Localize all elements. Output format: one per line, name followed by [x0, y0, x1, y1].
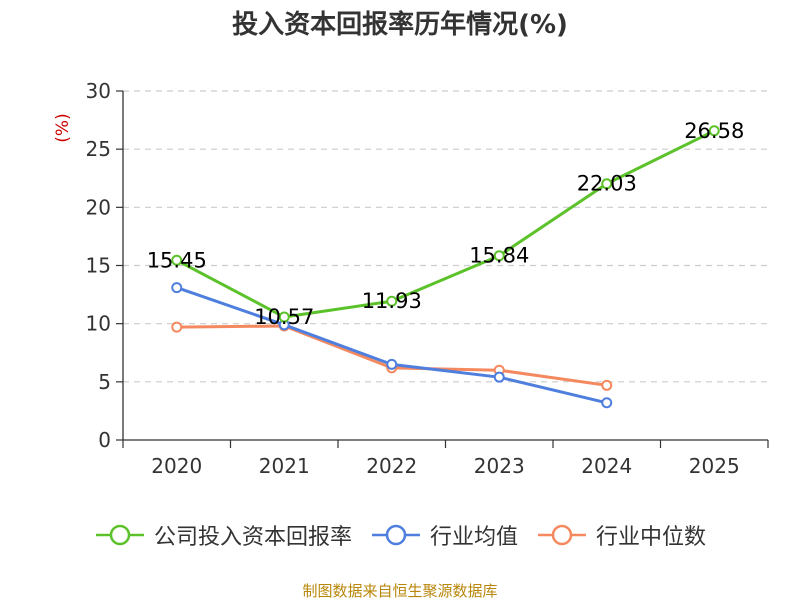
data-point	[386, 295, 398, 307]
x-tick-label: 2025	[689, 454, 740, 478]
y-tick-label: 10	[86, 312, 111, 336]
data-label: 26.58	[684, 119, 744, 143]
legend-marker-icon	[538, 524, 586, 546]
series-line	[176, 129, 715, 319]
legend-label: 行业均值	[429, 525, 518, 550]
legend-label: 行业中位数	[596, 525, 707, 550]
data-point	[601, 379, 613, 391]
x-tick-label: 2024	[581, 454, 632, 478]
series-line	[176, 324, 607, 387]
data-point	[601, 178, 613, 190]
y-tick-label: 5	[98, 370, 111, 394]
data-label: 10.57	[254, 305, 314, 329]
y-tick-label: 25	[86, 137, 111, 161]
legend-item[interactable]: 公司投入资本回报率	[94, 519, 352, 551]
data-point	[386, 358, 398, 370]
data-label: 11.93	[362, 289, 422, 313]
data-label: 15.84	[469, 244, 529, 268]
data-point	[708, 125, 720, 137]
chart-title: 投入资本回报率历年情况(%)	[232, 10, 568, 40]
data-point	[171, 321, 183, 333]
data-point	[601, 397, 613, 409]
y-axis-label: (%)	[53, 113, 73, 142]
legend: 公司投入资本回报率 行业均值 行业中位数	[0, 519, 800, 551]
legend-marker-icon	[95, 524, 144, 546]
source-note: 制图数据来自恒生聚源数据库	[302, 582, 498, 600]
data-point	[171, 282, 183, 294]
y-tick-label: 0	[98, 428, 111, 452]
data-label: 22.03	[577, 172, 637, 196]
data-point	[493, 371, 505, 383]
legend-marker-icon	[371, 524, 420, 546]
data-point	[278, 311, 290, 323]
data-label: 15.45	[147, 248, 207, 272]
x-tick-label: 2020	[151, 454, 202, 478]
x-tick-label: 2023	[474, 454, 525, 478]
data-point	[493, 250, 505, 262]
x-tick-label: 2021	[259, 454, 310, 478]
legend-item[interactable]: 行业均值	[370, 519, 518, 551]
y-tick-label: 30	[86, 79, 111, 103]
legend-item[interactable]: 行业中位数	[536, 519, 706, 551]
x-tick-label: 2022	[366, 454, 417, 478]
data-point	[171, 254, 183, 266]
y-tick-label: 15	[86, 254, 111, 278]
y-tick-label: 20	[86, 195, 111, 219]
legend-label: 公司投入资本回报率	[153, 525, 352, 550]
